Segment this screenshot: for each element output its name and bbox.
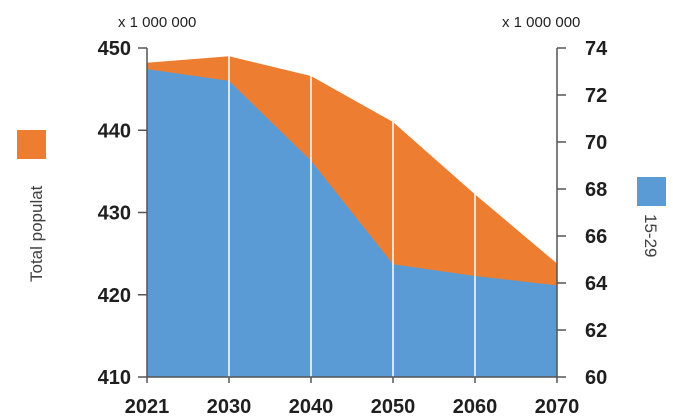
area-15-29: [147, 69, 557, 378]
left-tick-label: 420: [98, 285, 131, 307]
right-tick-label: 74: [585, 38, 608, 60]
x-tick-label: 2070: [535, 396, 580, 418]
legend-swatch-15-29: [637, 177, 666, 206]
x-tick-label: 2060: [453, 396, 498, 418]
right-tick-label: 70: [585, 132, 607, 154]
left-axis-multiplier: x 1 000 000: [118, 14, 196, 31]
left-tick-label: 430: [98, 203, 131, 225]
areas-layer: [147, 56, 557, 378]
gridlines-layer: [228, 54, 476, 377]
right-axis-multiplier: x 1 000 000: [502, 14, 580, 31]
labels-layer: 410 420 430 440 450 60 62 64 66 68 70 72 74 2021 2030 2…: [98, 38, 608, 418]
x-tick-label: 2030: [207, 396, 252, 418]
legend-swatch-total-population: [17, 130, 46, 159]
right-tick-label: 60: [585, 367, 607, 389]
x-tick-label: 2021: [125, 396, 170, 418]
x-tick-label: 2040: [289, 396, 334, 418]
left-tick-label: 410: [98, 367, 131, 389]
right-tick-label: 72: [585, 85, 607, 107]
axes-layer: [138, 47, 566, 383]
right-tick-label: 64: [585, 273, 608, 295]
left-tick-label: 440: [98, 120, 131, 142]
right-tick-label: 66: [585, 226, 607, 248]
legend-label-15-29: 15-29: [641, 214, 660, 257]
right-tick-label: 62: [585, 320, 607, 342]
left-tick-label: 450: [98, 38, 131, 60]
right-tick-label: 68: [585, 179, 607, 201]
legend-label-total-population: Total populat: [27, 185, 46, 282]
x-tick-label: 2050: [371, 396, 416, 418]
